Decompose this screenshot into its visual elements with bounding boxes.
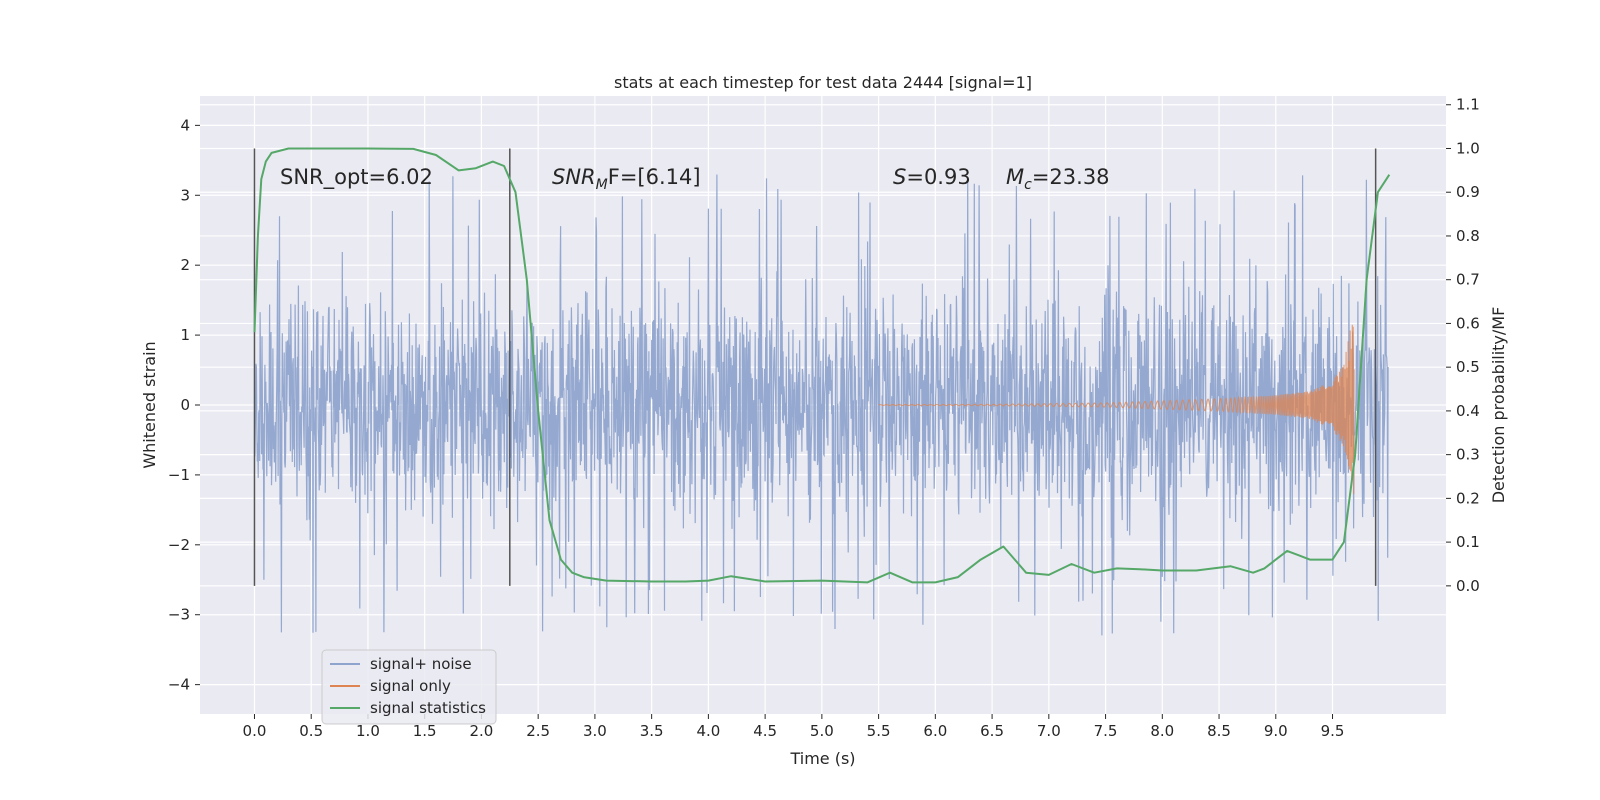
- y-right-tick-label: 0.9: [1456, 183, 1480, 201]
- x-tick-label: 0.0: [243, 722, 267, 740]
- y-right-tick-label: 0.3: [1456, 446, 1480, 464]
- x-tick-label: 4.0: [696, 722, 720, 740]
- snr-mf-rest: F=[6.14]: [608, 165, 701, 189]
- mc-sub: c: [1024, 177, 1032, 193]
- annotation-mc: Mc=23.38: [1006, 165, 1110, 193]
- x-tick-label: 9.0: [1264, 722, 1288, 740]
- y-right-tick-label: 0.1: [1456, 533, 1480, 551]
- y-tick-label: 4: [180, 116, 190, 134]
- s-name: S: [893, 165, 906, 189]
- y-tick-label: −4: [168, 676, 190, 694]
- signal-only-trace: [878, 324, 1355, 495]
- x-tick-label: 2.0: [469, 722, 493, 740]
- y-tick-label: −1: [168, 466, 190, 484]
- x-axis-label: Time (s): [789, 749, 855, 768]
- y-tick-label: −3: [168, 606, 190, 624]
- snr-mf-sub: M: [596, 177, 608, 193]
- mc-name: M: [1006, 165, 1024, 189]
- legend-box: [321, 649, 497, 725]
- signal-statistics-trace: [253, 147, 1391, 584]
- y-right-tick-label: 0.4: [1456, 402, 1480, 420]
- legend: signal+ noise signal only signal statist…: [321, 649, 497, 725]
- x-tick-label: 1.5: [413, 722, 437, 740]
- annotation-s: S=0.93: [893, 165, 971, 189]
- y-tick-label: 3: [180, 186, 190, 204]
- x-tick-label: 9.5: [1321, 722, 1345, 740]
- y-right-tick-label: 0.0: [1456, 577, 1480, 595]
- x-tick-label: 3.0: [583, 722, 607, 740]
- x-tick-label: 5.0: [810, 722, 834, 740]
- y-axis-right-label: Detection probability/MF: [1489, 307, 1508, 504]
- traces: [253, 147, 1391, 636]
- x-tick-label: 1.0: [356, 722, 380, 740]
- annotation-snr-mf: SNRMF=[6.14]: [552, 165, 701, 193]
- y-axis-label: Whitened strain: [140, 341, 159, 468]
- y-right-tick-label: 0.2: [1456, 489, 1480, 507]
- signal-noise-trace: [253, 174, 1389, 636]
- annotation-snr-opt: SNR_opt=6.02: [280, 165, 433, 190]
- legend-label-signal-noise: signal+ noise: [370, 655, 472, 673]
- x-tick-label: 8.0: [1150, 722, 1174, 740]
- y-tick-label: 0: [180, 396, 190, 414]
- y-right-tick-label: 0.8: [1456, 227, 1480, 245]
- x-tick-label: 8.5: [1207, 722, 1231, 740]
- x-tick-label: 2.5: [526, 722, 550, 740]
- legend-label-signal-statistics: signal statistics: [370, 699, 486, 717]
- y-tick-label: 2: [180, 256, 190, 274]
- mc-value: =23.38: [1032, 165, 1110, 189]
- chart-title: stats at each timestep for test data 244…: [614, 73, 1032, 92]
- x-tick-label: 3.5: [640, 722, 664, 740]
- y-tick-label: 1: [180, 326, 190, 344]
- legend-label-signal-only: signal only: [370, 677, 451, 695]
- x-tick-label: 6.5: [980, 722, 1004, 740]
- y-right-tick-label: 0.5: [1456, 358, 1480, 376]
- x-tick-label: 7.5: [1094, 722, 1118, 740]
- x-tick-label: 0.5: [299, 722, 323, 740]
- x-tick-label: 6.0: [923, 722, 947, 740]
- x-tick-label: 4.5: [753, 722, 777, 740]
- axes: 0.0 0.5 1.0 1.5 2.0 2.5 3.0 3.5 4.0 4.5 5.0 5.5 6.0 6…: [168, 96, 1480, 740]
- snr-mf-name: SNR: [552, 165, 596, 189]
- s-value: =0.93: [906, 165, 970, 189]
- y-right-tick-label: 0.6: [1456, 314, 1480, 332]
- x-tick-label: 7.0: [1037, 722, 1061, 740]
- x-tick-label: 5.5: [867, 722, 891, 740]
- y-right-tick-label: 1.0: [1456, 139, 1480, 157]
- y-right-tick-label: 1.1: [1456, 96, 1480, 114]
- y-tick-label: −2: [168, 536, 190, 554]
- y-right-tick-label: 0.7: [1456, 271, 1480, 289]
